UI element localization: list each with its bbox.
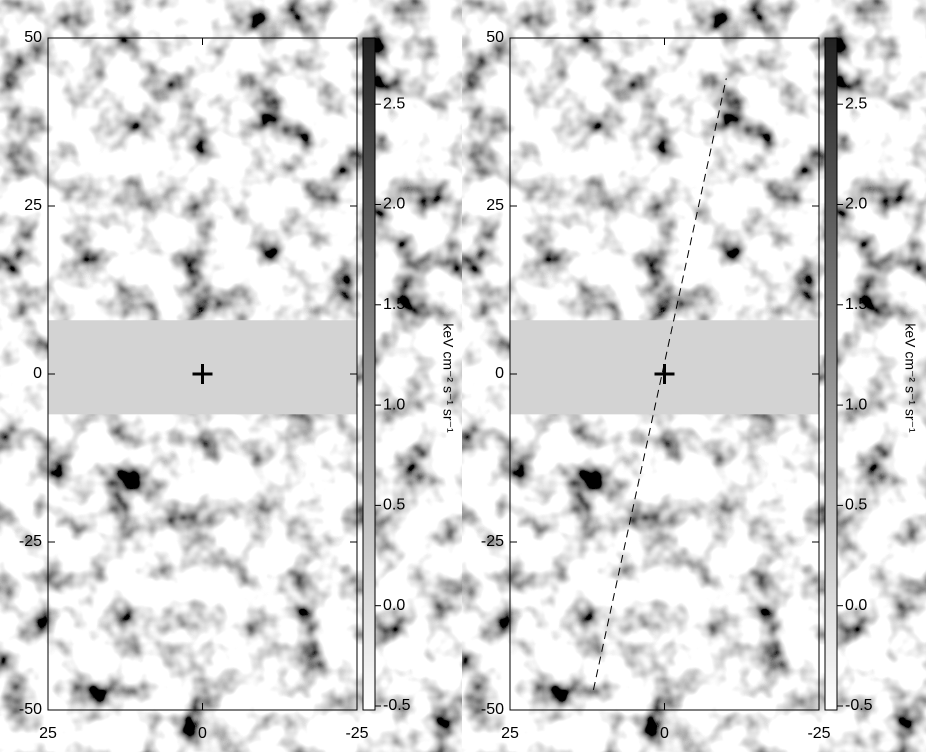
colorbar (362, 37, 376, 711)
x-tick-label: 25 (39, 725, 57, 742)
colorbar-tick-label: 0.0 (383, 597, 405, 614)
y-tick-label: -25 (19, 533, 42, 550)
colorbar-tick-label: 0.5 (845, 497, 867, 514)
y-tick-label: 0 (495, 365, 504, 382)
colorbar-tick-label: 2.5 (845, 95, 867, 112)
colorbar-tick-label: 1.0 (383, 396, 405, 413)
y-tick-label: 50 (24, 29, 42, 46)
y-tick-label: 25 (486, 197, 504, 214)
colorbar-tick-label: 2.5 (383, 95, 405, 112)
colorbar-tick-label: 2.0 (845, 196, 867, 213)
colorbar-tick-label: 1.5 (383, 296, 405, 313)
colorbar-tick-label: 0.0 (845, 597, 867, 614)
colorbar-label: keV cm⁻² s⁻¹ sr⁻¹ (440, 323, 456, 433)
dashed-line (592, 78, 727, 690)
x-tick-label: 25 (501, 725, 519, 742)
x-tick-label: -25 (807, 725, 830, 742)
x-tick-label: 0 (198, 725, 207, 742)
panel-title: 0.80 GeV < E < 3.20 GeV (539, 4, 790, 29)
colorbar-tick-label: 1.5 (845, 296, 867, 313)
colorbar-tick-label: -0.5 (383, 697, 411, 714)
colorbar-label: keV cm⁻² s⁻¹ sr⁻¹ (902, 323, 918, 433)
panel-title: 0.80 GeV < E < 3.20 GeV (77, 4, 328, 29)
x-tick-label: 0 (660, 725, 669, 742)
map-panel: 0.80 GeV < E < 3.20 GeV 25 0 -25 -50 -25 0 25 50… (481, 4, 918, 742)
colorbar-tick-label: 0.5 (383, 497, 405, 514)
colorbar (824, 37, 838, 711)
x-tick-label: -25 (345, 725, 368, 742)
center-marker (654, 364, 675, 384)
y-tick-label: -25 (481, 533, 504, 550)
y-tick-label: -50 (19, 701, 42, 718)
y-tick-label: -50 (481, 701, 504, 718)
colorbar-tick-label: 1.0 (845, 396, 867, 413)
colorbar-tick-label: -0.5 (845, 697, 873, 714)
y-tick-label: 0 (33, 365, 42, 382)
y-tick-label: 50 (486, 29, 504, 46)
center-marker (192, 364, 213, 384)
colorbar-tick-label: 2.0 (383, 196, 405, 213)
map-panel: 0.80 GeV < E < 3.20 GeV 25 0 -25 -50 -25 0 25 50… (19, 4, 456, 742)
y-tick-label: 25 (24, 197, 42, 214)
